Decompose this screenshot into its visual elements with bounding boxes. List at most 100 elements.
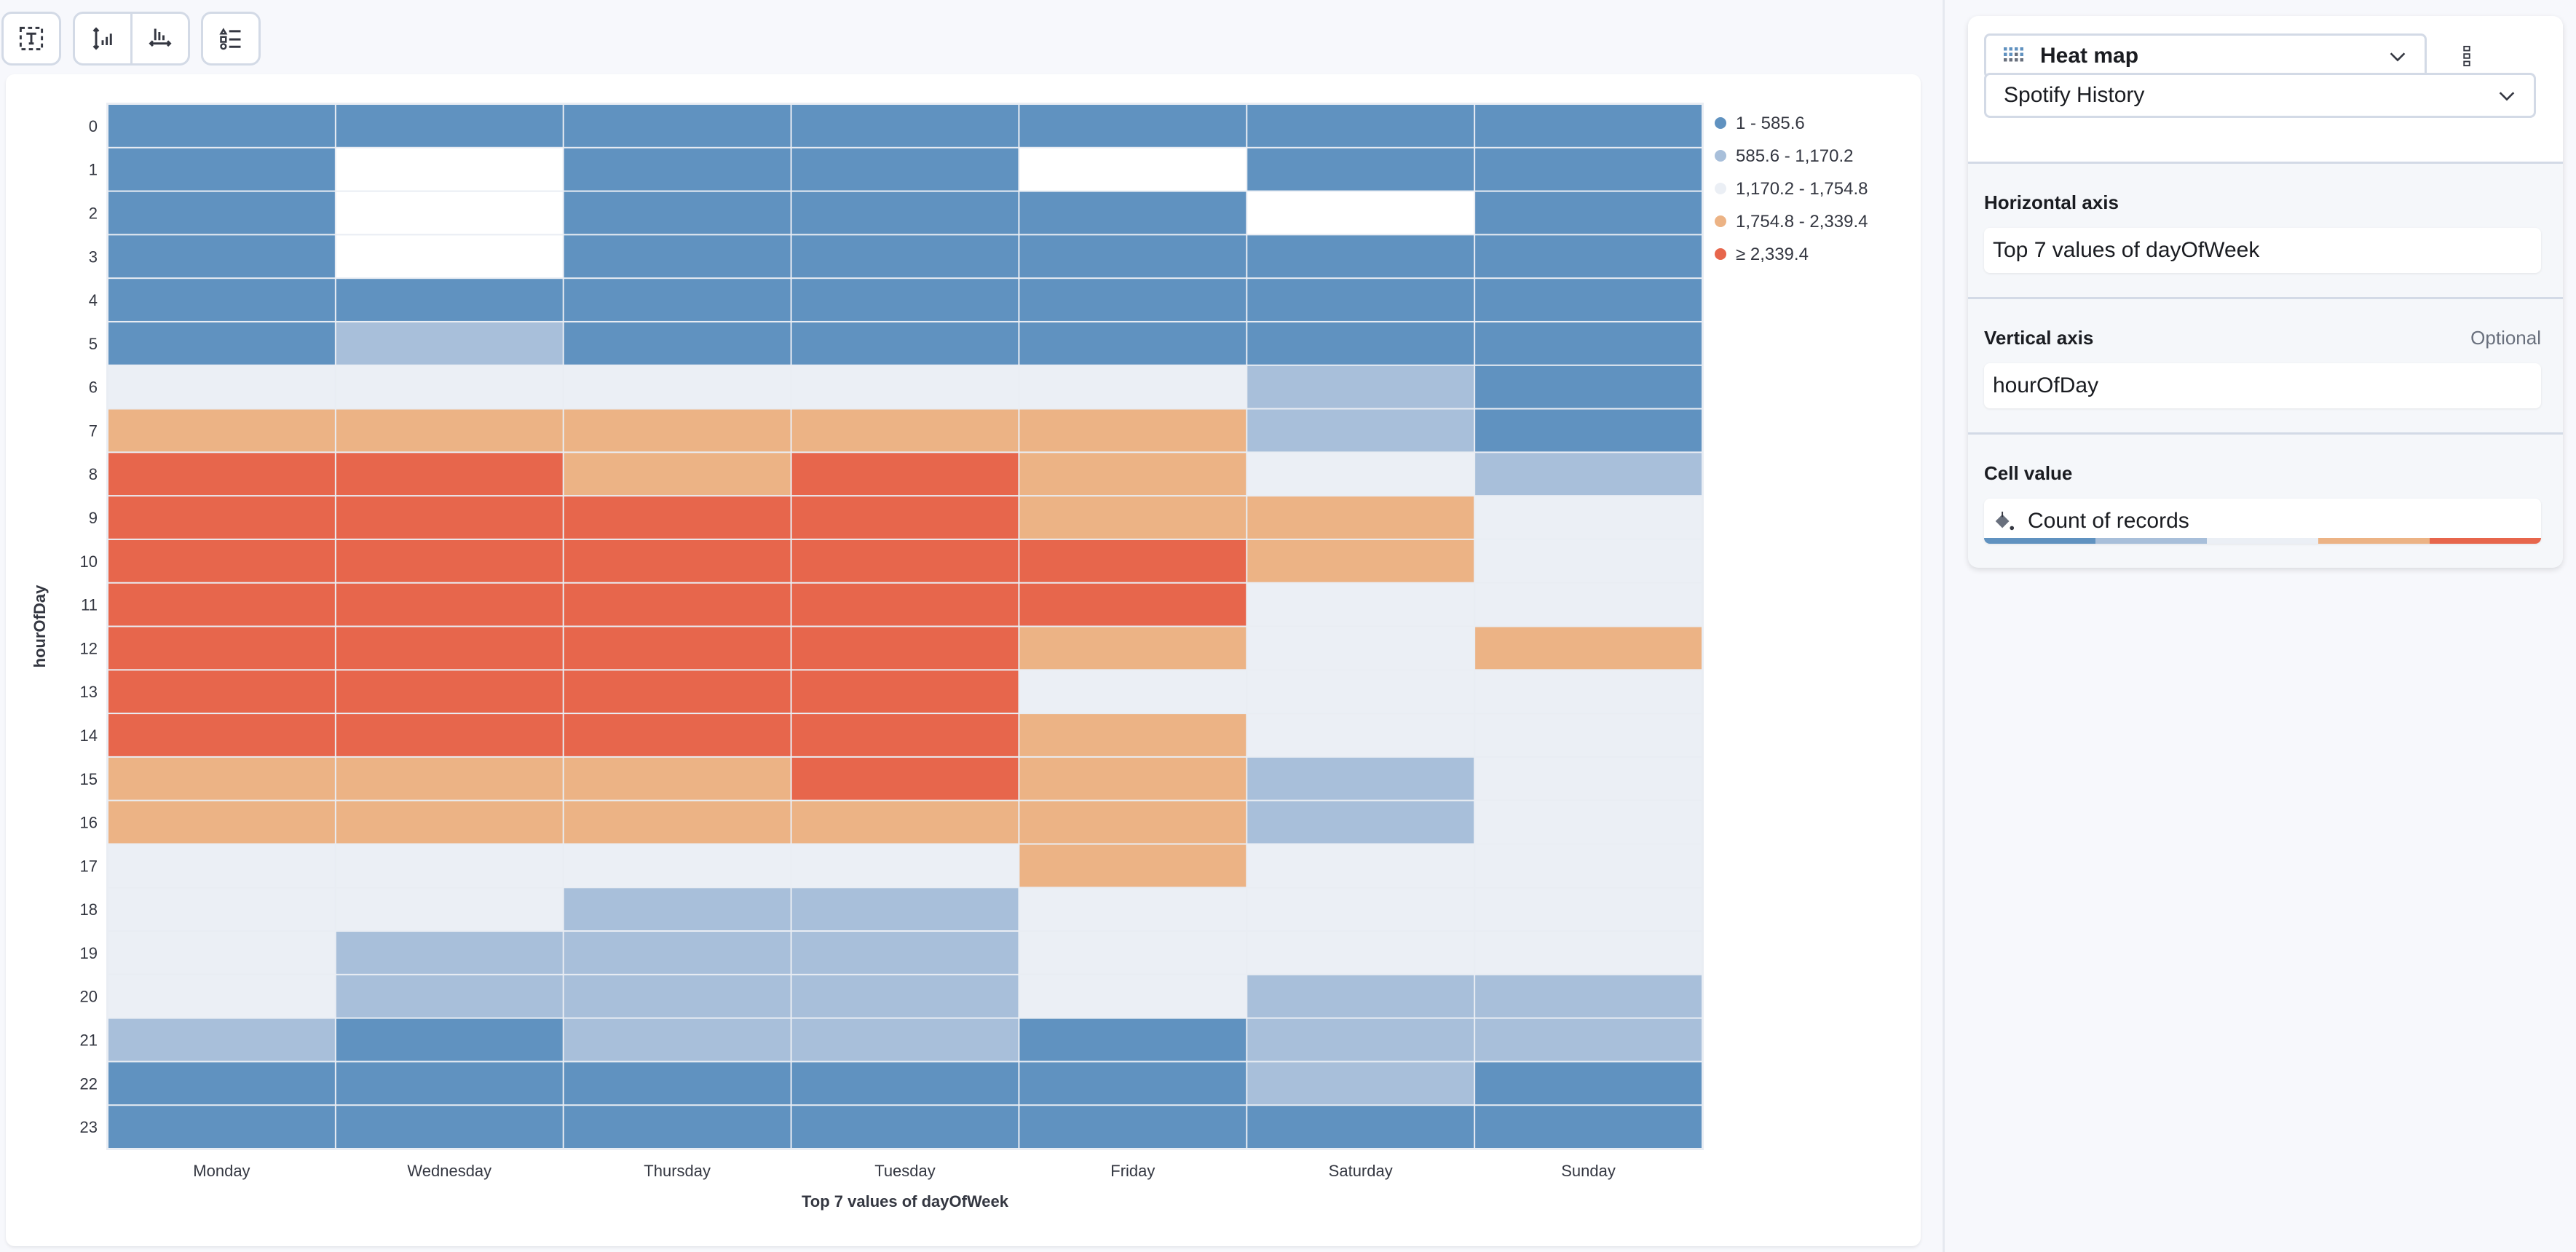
heatmap-cell	[1247, 365, 1474, 408]
heatmap-cell	[1019, 279, 1246, 321]
heatmap-cell	[564, 1018, 791, 1061]
heatmap-cell	[1247, 1062, 1474, 1105]
heatmap-cell	[108, 888, 335, 931]
heatmap-cell	[336, 409, 563, 452]
data-view-select[interactable]: Spotify History	[1984, 73, 2536, 118]
horizontal-axis-field[interactable]: Top 7 values of dayOfWeek	[1984, 228, 2541, 273]
legend-item: ≥ 2,339.4	[1736, 245, 1809, 264]
y-tick-label: 19	[80, 944, 98, 962]
heatmap-cell	[791, 670, 1019, 713]
titles-button[interactable]	[4, 14, 59, 63]
config-panel: Heat map Spotify History Horizontal axis…	[1968, 16, 2563, 568]
heatmap-cell	[1475, 148, 1702, 191]
heatmap-cell	[108, 801, 335, 844]
axis-toolbar-group	[73, 12, 190, 66]
heatmap-cell	[564, 105, 791, 147]
heatmap-cell	[1247, 714, 1474, 756]
heatmap-cell	[1475, 801, 1702, 844]
heatmap-cell	[1019, 844, 1246, 887]
heatmap-cell	[1247, 409, 1474, 452]
heatmap-cell	[1475, 539, 1702, 582]
y-tick-label: 9	[89, 509, 98, 527]
heatmap-cell	[791, 453, 1019, 496]
legend-item: 1 - 585.6	[1736, 114, 1805, 133]
y-tick-label: 4	[89, 291, 98, 309]
heatmap-cell	[336, 1106, 563, 1148]
chart-type-select[interactable]: Heat map	[1984, 33, 2427, 79]
heatmap-cell	[1019, 191, 1246, 234]
heatmap-cell	[108, 539, 335, 582]
x-tick-label: Tuesday	[874, 1162, 936, 1180]
vertical-axis-button[interactable]	[75, 14, 130, 63]
heatmap-cell	[1475, 496, 1702, 539]
heatmap-cell	[336, 670, 563, 713]
heatmap-cell	[1247, 801, 1474, 844]
heatmap-cell	[1247, 279, 1474, 321]
y-tick-label: 2	[89, 204, 98, 222]
optional-label: Optional	[2470, 327, 2541, 349]
heatmap-cell	[108, 844, 335, 887]
heatmap-cell	[1247, 1018, 1474, 1061]
y-tick-label: 16	[80, 814, 98, 832]
palette-segment	[2318, 538, 2430, 544]
heatmap-cell	[564, 148, 791, 191]
legend-swatch	[1715, 215, 1726, 227]
heatmap-cell	[564, 627, 791, 670]
heatmap-cell	[1247, 583, 1474, 626]
legend-swatch	[1715, 117, 1726, 129]
heatmap-cell	[791, 409, 1019, 452]
heatmap-cell	[108, 1062, 335, 1105]
horizontal-axis-button[interactable]	[130, 14, 188, 63]
y-tick-label: 17	[80, 857, 98, 875]
heatmap-cell	[791, 105, 1019, 147]
heatmap-cell	[564, 932, 791, 974]
heatmap-cell	[1019, 539, 1246, 582]
text-toolbar-group	[1, 12, 61, 66]
legend-item: 1,170.2 - 1,754.8	[1736, 179, 1868, 199]
heatmap-cell	[1475, 583, 1702, 626]
heatmap-cell	[791, 888, 1019, 931]
cell-value-heading: Cell value	[1984, 462, 2073, 484]
heatmap-cell	[1475, 1018, 1702, 1061]
heatmap-cell	[1019, 670, 1246, 713]
heatmap-cell	[564, 888, 791, 931]
heatmap-cell	[1247, 105, 1474, 147]
heatmap-cell	[791, 279, 1019, 321]
heatmap-cell	[1019, 757, 1246, 800]
panel-divider[interactable]	[1943, 0, 1945, 1252]
palette-segment	[2430, 538, 2541, 544]
heatmap-cell	[1475, 932, 1702, 974]
y-tick-label: 20	[80, 988, 98, 1006]
heatmap-cell	[108, 670, 335, 713]
heatmap-cell	[1475, 279, 1702, 321]
text-frame-icon	[19, 26, 44, 51]
heatmap-cell	[791, 627, 1019, 670]
cell-value-field[interactable]: Count of records	[1984, 499, 2541, 544]
heatmap-cell	[336, 453, 563, 496]
heatmap-cell	[564, 496, 791, 539]
heatmap-cell	[564, 714, 791, 756]
heatmap-cell	[336, 888, 563, 931]
heatmap-cell	[108, 235, 335, 278]
legend-button[interactable]	[203, 14, 258, 63]
vertical-axis-heading: Vertical axis	[1984, 327, 2094, 349]
y-tick-label: 14	[80, 726, 98, 745]
heatmap-cell	[791, 975, 1019, 1018]
y-axis-title: hourOfDay	[31, 585, 49, 667]
heatmap-cell	[564, 1062, 791, 1105]
x-tick-label: Friday	[1110, 1162, 1155, 1180]
vertical-axis-field[interactable]: hourOfDay	[1984, 363, 2541, 408]
heatmap-cell	[108, 191, 335, 234]
y-tick-label: 0	[89, 117, 98, 135]
heatmap-cell	[108, 496, 335, 539]
heatmap-cell	[336, 801, 563, 844]
heatmap-cell	[1019, 975, 1246, 1018]
heatmap-cell	[336, 279, 563, 321]
heatmap-cell	[1247, 844, 1474, 887]
more-options-button[interactable]	[2449, 38, 2485, 74]
heatmap-cell	[336, 1018, 563, 1061]
y-tick-label: 21	[80, 1031, 98, 1050]
heatmap-cell	[1475, 105, 1702, 147]
heatmap-cell	[336, 844, 563, 887]
heatmap-cell	[1019, 148, 1246, 191]
